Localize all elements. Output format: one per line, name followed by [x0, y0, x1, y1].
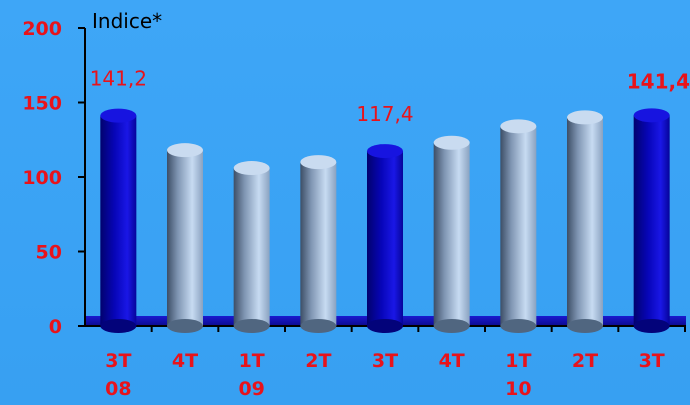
bar-top	[367, 144, 403, 159]
y-tick-label: 200	[22, 18, 62, 40]
y-tick-label: 150	[22, 93, 62, 115]
bar-base	[300, 319, 337, 333]
bar-body	[633, 115, 670, 327]
bar-body	[567, 117, 603, 327]
bar	[300, 155, 337, 333]
x-tick-label: 3T	[105, 350, 131, 372]
bar	[367, 144, 403, 333]
x-tick-label-year: 10	[505, 378, 531, 400]
x-tick-label: 3T	[639, 350, 665, 372]
bar-body	[433, 142, 470, 326]
bar	[633, 108, 670, 333]
bar	[233, 161, 270, 333]
x-tick-label: 4T	[172, 350, 198, 372]
bar	[567, 110, 603, 333]
bar	[100, 108, 137, 333]
x-tick-label: 2T	[572, 350, 598, 372]
bar-body	[500, 126, 537, 326]
bar-top	[233, 161, 270, 176]
y-tick-label: 100	[22, 167, 62, 189]
bar-base	[167, 319, 203, 333]
bar-top	[567, 110, 603, 125]
x-tick-label: 2T	[305, 350, 331, 372]
bar-top	[433, 135, 470, 150]
bar-top	[300, 155, 337, 170]
bar-base	[367, 319, 403, 333]
x-tick-label: 1T	[505, 350, 531, 372]
y-axis-title: Indice*	[92, 9, 162, 33]
bar-top	[633, 108, 670, 123]
bar-body	[233, 168, 270, 326]
bar	[167, 143, 203, 333]
x-tick-label-year: 09	[238, 378, 264, 400]
x-tick-label-year: 08	[105, 378, 131, 400]
bar-body	[300, 162, 337, 326]
x-tick-label: 3T	[372, 350, 398, 372]
y-tick-label: 0	[49, 316, 62, 338]
bar-base	[233, 319, 270, 333]
bar-top	[167, 143, 203, 158]
data-label: 141,4	[627, 69, 690, 93]
bar-base	[500, 319, 537, 333]
bar-base	[100, 319, 137, 333]
bar-top	[500, 119, 537, 134]
bar-body	[100, 115, 137, 326]
bar	[500, 119, 537, 333]
bar-body	[167, 150, 203, 326]
data-label: 117,4	[356, 102, 413, 126]
bar	[433, 135, 470, 333]
y-tick-label: 50	[36, 242, 62, 264]
x-tick-label: 4T	[439, 350, 465, 372]
bar-base	[433, 319, 470, 333]
bar-base	[567, 319, 603, 333]
bar-top	[100, 108, 137, 123]
data-label: 141,2	[90, 67, 147, 91]
x-tick-label: 1T	[239, 350, 265, 372]
bar-body	[367, 151, 403, 326]
bar-base	[633, 319, 670, 333]
